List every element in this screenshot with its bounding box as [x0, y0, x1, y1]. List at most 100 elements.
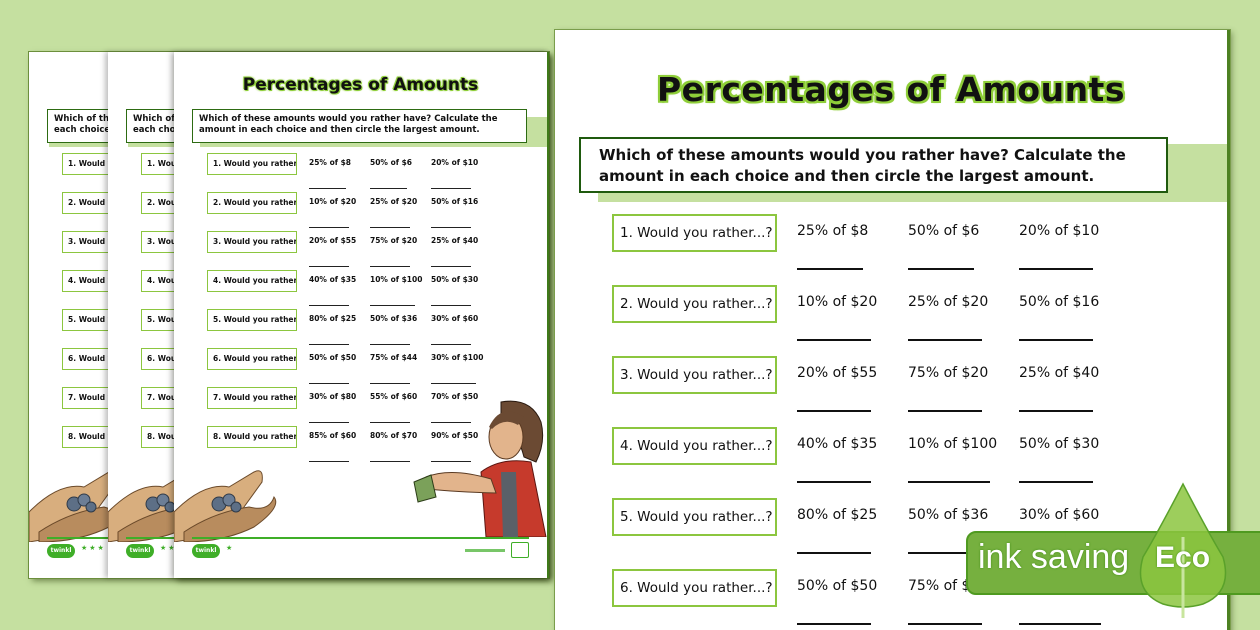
question-label: 6. Would you rather...?: [612, 569, 777, 607]
instruction-text: each choice o: [54, 125, 119, 135]
answer-line: [1019, 268, 1093, 270]
option: 50% of $36: [908, 507, 989, 523]
answer-line: [908, 339, 982, 341]
footer-url: [465, 549, 505, 552]
answer-line: [431, 422, 471, 423]
instruction-box: Which of these amounts would you rather …: [192, 109, 527, 143]
question-row: 5. Would you rather...? 80% of $25 50% o…: [612, 498, 1172, 554]
option: 10% of $20: [797, 294, 878, 310]
option: 30% of $60: [1019, 507, 1100, 523]
option: 20% of $55: [309, 236, 357, 245]
option: 50% of $6: [370, 158, 413, 167]
question-label: 1. Would you rather...?: [207, 153, 297, 175]
answer-line: [908, 552, 982, 554]
answer-line: [309, 305, 349, 306]
answer-line: [309, 188, 346, 189]
question-row: 3. Would you rather...? 20% of $55 75% o…: [612, 356, 1172, 412]
option: 50% of $30: [1019, 436, 1100, 452]
option: 20% of $10: [1019, 223, 1100, 239]
option: 30% of $60: [431, 314, 479, 323]
option: 25% of $40: [431, 236, 479, 245]
answer-line: [370, 461, 410, 462]
question-label: 3. Would you rather...?: [207, 231, 297, 253]
answer-line: [309, 461, 349, 462]
worksheet-preview-page-3: Percentages of Amounts Which of these am…: [174, 52, 549, 578]
answer-line: [370, 344, 410, 345]
answer-line: [908, 481, 990, 483]
footer-line: [192, 537, 529, 539]
option: 10% of $20: [309, 197, 357, 206]
question-row: 1. Would you rather...? 25% of $8 50% of…: [207, 153, 542, 189]
answer-line: [908, 623, 982, 625]
answer-line: [431, 383, 476, 384]
question-row: 2. Would you rather...? 10% of $20 25% o…: [207, 192, 542, 228]
hands-with-coins-illustration: [174, 470, 277, 542]
ink-saving-text: ink saving: [978, 538, 1130, 576]
answer-line: [309, 344, 349, 345]
option: 20% of $55: [797, 365, 878, 381]
question-row: 4. Would you rather...? 40% of $35 10% o…: [612, 427, 1172, 483]
twinkl-logo: twinkl: [126, 544, 154, 558]
option: 75% of $20: [908, 365, 989, 381]
option: 80% of $70: [370, 431, 418, 440]
answer-line: [797, 623, 871, 625]
answer-line: [1019, 339, 1093, 341]
option: 40% of $35: [797, 436, 878, 452]
option: 50% of $16: [431, 197, 479, 206]
answer-line: [309, 383, 349, 384]
worksheet-title: Percentages of Amounts: [242, 75, 479, 95]
option: 25% of $20: [370, 197, 418, 206]
option: 80% of $25: [309, 314, 357, 323]
answer-line: [370, 305, 415, 306]
answer-line: [370, 422, 410, 423]
question-row: 7. Would you rather...? 30% of $80 55% o…: [207, 387, 542, 423]
question-label: 2. Would you rather...?: [207, 192, 297, 214]
option: 25% of $20: [908, 294, 989, 310]
answer-line: [908, 410, 982, 412]
answer-line: [431, 188, 471, 189]
question-label: 5. Would you rather...?: [612, 498, 777, 536]
answer-line: [370, 227, 410, 228]
option: 85% of $60: [309, 431, 357, 440]
answer-line: [431, 227, 471, 228]
question-row: 5. Would you rather...? 80% of $25 50% o…: [207, 309, 542, 345]
question-label: 2. Would you rather...?: [612, 285, 777, 323]
question-row: 2. Would you rather...? 10% of $20 25% o…: [612, 285, 1172, 341]
answer-line: [431, 344, 471, 345]
answer-line: [309, 227, 349, 228]
question-row: 6. Would you rather...? 50% of $50 75% o…: [207, 348, 542, 384]
answer-line: [431, 305, 471, 306]
option: 30% of $100: [431, 353, 484, 362]
answer-line: [908, 268, 974, 270]
twinkl-logo: twinkl: [47, 544, 75, 558]
option: 50% of $6: [908, 223, 980, 239]
option: 20% of $10: [431, 158, 479, 167]
question-label: 1. Would you rather...?: [612, 214, 777, 252]
leaf-drop-icon: [1139, 482, 1227, 618]
answer-line: [797, 339, 871, 341]
option: 40% of $35: [309, 275, 357, 284]
question-label: 6. Would you rather...?: [207, 348, 297, 370]
difficulty-stars: ★★★: [81, 544, 106, 552]
instruction-text: Which of thes: [54, 114, 120, 124]
question-label: 4. Would you rather...?: [207, 270, 297, 292]
question-label: 3. Would you rather...?: [612, 356, 777, 394]
answer-line: [370, 383, 410, 384]
answer-line: [431, 461, 471, 462]
option: 50% of $16: [1019, 294, 1100, 310]
answer-line: [431, 266, 471, 267]
option: 50% of $50: [309, 353, 357, 362]
question-label: 7. Would you rather...?: [207, 387, 297, 409]
twinkl-logo: twinkl: [192, 544, 220, 558]
option: 25% of $40: [1019, 365, 1100, 381]
option: 50% of $36: [370, 314, 418, 323]
answer-line: [797, 552, 871, 554]
answer-line: [797, 481, 871, 483]
answer-line: [309, 266, 349, 267]
option: 25% of $8: [309, 158, 352, 167]
option: 30% of $80: [309, 392, 357, 401]
option: 50% of $30: [431, 275, 479, 284]
option: 10% of $100: [370, 275, 423, 284]
woman-holding-money-illustration: [413, 400, 547, 537]
option: 55% of $60: [370, 392, 418, 401]
